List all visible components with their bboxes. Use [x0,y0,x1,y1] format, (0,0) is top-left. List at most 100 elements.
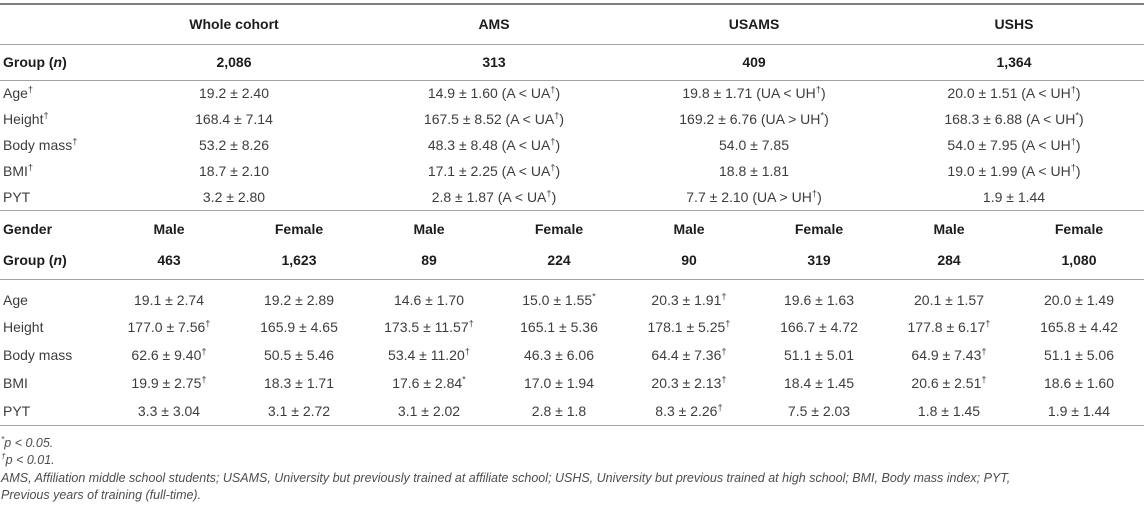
participant-characteristics-table: Whole cohort AMS USAMS USHS Group (n) 2,… [0,3,1144,426]
cohort-group-n-row: Group (n) 2,086 313 409 1,364 [0,44,1144,81]
row-label-body-mass: Body mass† [3,136,78,153]
row-label-body-mass: Body mass [3,346,73,363]
row-label-group-n: Group (n) [0,44,104,81]
row-label-height: Height [3,318,44,335]
cell: 14.9 ± 1.60 (A < UA†) [427,84,561,102]
cell: 2,086 [104,44,364,81]
cell: 166.7 ± 4.72 [780,318,858,335]
cell: 54.0 ± 7.85 [719,136,789,153]
cell: 90 [624,241,754,280]
table-row-age-gender: Age 19.1 ± 2.74 19.2 ± 2.89 14.6 ± 1.70 … [0,279,1144,313]
cell: 284 [884,241,1014,280]
footnote-p005: *p < 0.05. [1,433,1144,453]
cell: 53.4 ± 11.20† [388,346,470,363]
cell: 51.1 ± 5.06 [1044,346,1114,363]
cell: 17.1 ± 2.25 (A < UA†) [427,162,561,179]
cell: 2.8 ± 1.87 (A < UA†) [364,184,624,211]
footnote-text: p < 0.01. [5,453,55,467]
group-label-close: ) [62,53,67,70]
cell: 177.8 ± 6.17† [907,318,991,335]
cell: 15.0 ± 1.55* [522,291,596,309]
cell: 89 [364,241,494,280]
cell: 169.2 ± 6.76 (UA > UH*) [679,110,829,127]
cell: 17.6 ± 2.84* [392,374,466,391]
cell: 3.1 ± 2.72 [234,397,364,426]
row-label-group-n: Group (n) [0,241,104,280]
cell: 20.0 ± 1.49 [1044,292,1114,309]
cell: 3.1 ± 2.02 [364,397,494,426]
col-header-female: Female [794,220,844,237]
cell: 173.5 ± 11.57† [384,318,474,335]
cell: 167.5 ± 8.52 (A < UA†) [423,110,565,127]
cell: 20.0 ± 1.51 (A < UH†) [947,84,1081,102]
cell: 168.3 ± 6.88 (A < UH*) [944,110,1084,127]
col-header-female: Female [534,220,584,237]
col-header-ushs: USHS [884,4,1144,45]
table-row-bmi-cohort: BMI† 18.7 ± 2.10 17.1 ± 2.25 (A < UA†) 1… [0,158,1144,184]
cell: 48.3 ± 8.48 (A < UA†) [427,136,561,153]
asterisk-marker: * [1,433,5,444]
cell: 20.1 ± 1.57 [914,292,984,309]
cell: 19.6 ± 1.63 [784,292,854,309]
table-row-pyt-gender: PYT 3.3 ± 3.04 3.1 ± 2.72 3.1 ± 2.02 2.8… [0,397,1144,426]
cell: 20.3 ± 2.13† [651,374,727,391]
gender-group-n-row: Group (n) 463 1,623 89 224 90 319 284 1,… [0,241,1144,280]
cell: 53.2 ± 8.26 [199,136,269,153]
table-row-age-cohort: Age† 19.2 ± 2.40 14.9 ± 1.60 (A < UA†) 1… [0,80,1144,106]
cell: 463 [104,241,234,280]
table-header-row: Whole cohort AMS USAMS USHS [0,4,1144,45]
cell: 18.3 ± 1.71 [264,374,334,391]
cell: 51.1 ± 5.01 [784,346,854,363]
cell: 7.7 ± 2.10 (UA > UH†) [624,184,884,211]
table-row-bodymass-gender: Body mass 62.6 ± 9.40† 50.5 ± 5.46 53.4 … [0,341,1144,369]
cell: 1.9 ± 1.44 [884,184,1144,211]
col-header-male: Male [673,220,705,237]
table-row-height-gender: Height 177.0 ± 7.56† 165.9 ± 4.65 173.5 … [0,313,1144,341]
cell: 62.6 ± 9.40† [131,346,207,363]
col-header-usams: USAMS [624,4,884,45]
row-label-age: Age† [3,84,34,102]
cell: 18.6 ± 1.60 [1044,374,1114,391]
cell: 64.4 ± 7.36† [651,346,727,363]
cell: 64.9 ± 7.43† [911,346,987,363]
row-label-gender: Gender [3,220,53,237]
cell: 19.9 ± 2.75† [131,374,207,391]
cell: 18.8 ± 1.81 [719,162,789,179]
cell: 165.9 ± 4.65 [260,318,338,335]
cell: 1,623 [234,241,364,280]
cell: 19.8 ± 1.71 (UA < UH†) [682,84,826,102]
row-label-bmi: BMI [3,374,28,391]
table-row-pyt-cohort: PYT 3.2 ± 2.80 2.8 ± 1.87 (A < UA†) 7.7 … [0,184,1144,211]
cell: 2.8 ± 1.8 [494,397,624,426]
cell: 19.2 ± 2.89 [264,292,334,309]
col-header-male: Male [153,220,185,237]
cell: 1.8 ± 1.45 [884,397,1014,426]
group-label-close: ) [62,251,67,268]
cell: 50.5 ± 5.46 [264,346,334,363]
col-header-whole-cohort: Whole cohort [104,4,364,45]
cell: 1,364 [884,44,1144,81]
cell: 178.1 ± 5.25† [647,318,731,335]
row-label-pyt: PYT [0,397,104,426]
footnote-p001: †p < 0.01. [1,452,1144,470]
col-header-ams: AMS [364,4,624,45]
cell: 17.0 ± 1.94 [524,374,594,391]
cell: 3.2 ± 2.80 [104,184,364,211]
cell: 46.3 ± 6.06 [524,346,594,363]
cell: 18.4 ± 1.45 [784,374,854,391]
cell: 19.0 ± 1.99 (A < UH†) [947,162,1081,179]
gender-header-row: Gender Male Female Male Female Male Fema… [0,210,1144,241]
row-label-height: Height† [3,110,49,127]
cell: 20.3 ± 1.91† [651,291,727,309]
cell: 8.3 ± 2.26† [624,397,754,426]
row-label-age: Age [3,292,28,309]
cell: 224 [494,241,624,280]
cell: 1,080 [1014,241,1144,280]
row-label-bmi: BMI† [3,162,34,179]
header-spacer [0,4,104,45]
cell: 7.5 ± 2.03 [754,397,884,426]
cell: 313 [364,44,624,81]
group-label-n: n [53,53,63,70]
col-header-male: Male [413,220,445,237]
cell: 319 [754,241,884,280]
